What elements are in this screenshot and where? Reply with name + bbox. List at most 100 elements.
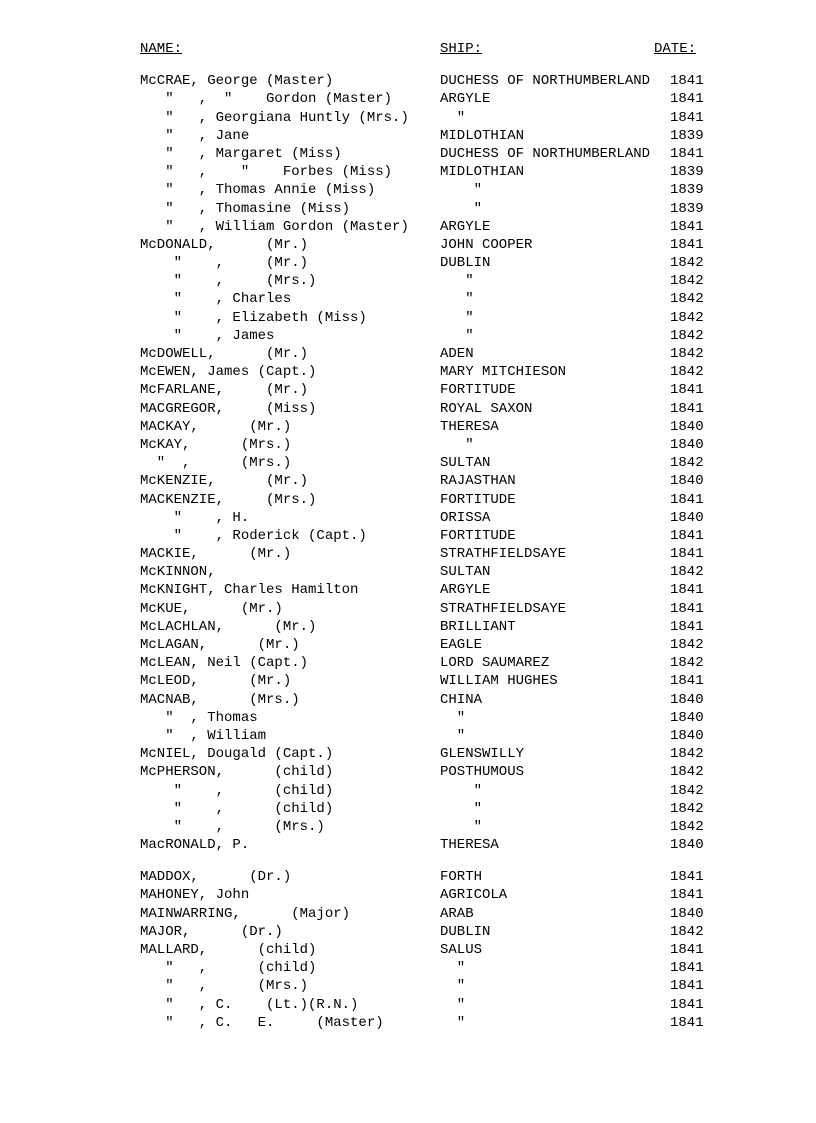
table-row: " , (Mrs.) "1841 <box>140 977 696 995</box>
name-cell: " , Thomasine (Miss) <box>140 200 440 218</box>
table-row: McCRAE, George (Master)DUCHESS OF NORTHU… <box>140 72 696 90</box>
name-cell: " , Charles <box>140 290 440 308</box>
ship-cell: " <box>440 727 670 745</box>
name-cell: " , (Mrs.) <box>140 454 440 472</box>
date-cell: 1842 <box>670 745 704 763</box>
header-row: NAME: SHIP: DATE: <box>140 40 696 58</box>
ship-cell: JOHN COOPER <box>440 236 670 254</box>
table-row: " , Thomas Annie (Miss) "1839 <box>140 181 696 199</box>
table-row: " , William "1840 <box>140 727 696 745</box>
name-cell: McKENZIE, (Mr.) <box>140 472 440 490</box>
table-row: " , Thomas "1840 <box>140 709 696 727</box>
name-cell: McKUE, (Mr.) <box>140 600 440 618</box>
date-cell: 1839 <box>670 200 704 218</box>
table-row: McLACHLAN, (Mr.)BRILLIANT1841 <box>140 618 696 636</box>
records-block-1: McCRAE, George (Master)DUCHESS OF NORTHU… <box>140 72 696 854</box>
name-cell: " , C. E. (Master) <box>140 1014 440 1032</box>
name-cell: MACKENZIE, (Mrs.) <box>140 491 440 509</box>
date-cell: 1841 <box>670 90 704 108</box>
name-cell: " , " Gordon (Master) <box>140 90 440 108</box>
name-cell: " , (Mr.) <box>140 254 440 272</box>
name-cell: " , Margaret (Miss) <box>140 145 440 163</box>
ship-cell: FORTITUDE <box>440 527 670 545</box>
ship-cell: BRILLIANT <box>440 618 670 636</box>
date-cell: 1842 <box>670 636 704 654</box>
name-cell: McLACHLAN, (Mr.) <box>140 618 440 636</box>
name-cell: MALLARD, (child) <box>140 941 440 959</box>
name-cell: " , Georgiana Huntly (Mrs.) <box>140 109 440 127</box>
table-row: " , Margaret (Miss)DUCHESS OF NORTHUMBER… <box>140 145 696 163</box>
ship-cell: " <box>440 309 670 327</box>
ship-cell: " <box>440 818 670 836</box>
name-cell: " , H. <box>140 509 440 527</box>
ship-cell: DUBLIN <box>440 923 670 941</box>
date-cell: 1840 <box>670 709 704 727</box>
table-row: MALLARD, (child)SALUS1841 <box>140 941 696 959</box>
name-cell: " , James <box>140 327 440 345</box>
table-row: McLEAN, Neil (Capt.)LORD SAUMAREZ1842 <box>140 654 696 672</box>
table-row: MacRONALD, P.THERESA1840 <box>140 836 696 854</box>
date-cell: 1841 <box>670 618 704 636</box>
date-cell: 1840 <box>670 472 704 490</box>
name-cell: McCRAE, George (Master) <box>140 72 440 90</box>
date-cell: 1842 <box>670 290 704 308</box>
ship-cell: MIDLOTHIAN <box>440 127 670 145</box>
date-cell: 1841 <box>670 1014 704 1032</box>
table-row: MAINWARRING, (Major)ARAB1840 <box>140 905 696 923</box>
date-cell: 1841 <box>670 545 704 563</box>
table-row: MADDOX, (Dr.)FORTH1841 <box>140 868 696 886</box>
name-cell: McDOWELL, (Mr.) <box>140 345 440 363</box>
date-cell: 1841 <box>670 527 704 545</box>
ship-cell: " <box>440 290 670 308</box>
table-row: McKENZIE, (Mr.)RAJASTHAN1840 <box>140 472 696 490</box>
ship-cell: FORTH <box>440 868 670 886</box>
date-cell: 1842 <box>670 763 704 781</box>
ship-cell: THERESA <box>440 418 670 436</box>
date-cell: 1841 <box>670 977 704 995</box>
name-cell: " , William Gordon (Master) <box>140 218 440 236</box>
ship-cell: " <box>440 782 670 800</box>
name-cell: " , Roderick (Capt.) <box>140 527 440 545</box>
date-cell: 1841 <box>670 109 704 127</box>
date-cell: 1841 <box>670 600 704 618</box>
name-cell: " , Thomas Annie (Miss) <box>140 181 440 199</box>
ship-cell: " <box>440 959 670 977</box>
ship-cell: ORISSA <box>440 509 670 527</box>
name-cell: McKINNON, <box>140 563 440 581</box>
date-cell: 1839 <box>670 163 704 181</box>
table-row: " , William Gordon (Master)ARGYLE1841 <box>140 218 696 236</box>
ship-cell: ARGYLE <box>440 90 670 108</box>
date-cell: 1842 <box>670 563 704 581</box>
table-row: " , (child) "1842 <box>140 782 696 800</box>
table-row: MAHONEY, JohnAGRICOLA1841 <box>140 886 696 904</box>
table-row: " , " Gordon (Master)ARGYLE1841 <box>140 90 696 108</box>
date-cell: 1839 <box>670 181 704 199</box>
table-row: " , James "1842 <box>140 327 696 345</box>
table-row: McLAGAN, (Mr.)EAGLE1842 <box>140 636 696 654</box>
name-cell: MACNAB, (Mrs.) <box>140 691 440 709</box>
ship-cell: POSTHUMOUS <box>440 763 670 781</box>
ship-cell: GLENSWILLY <box>440 745 670 763</box>
ship-cell: " <box>440 327 670 345</box>
ship-cell: LORD SAUMAREZ <box>440 654 670 672</box>
name-cell: MacRONALD, P. <box>140 836 440 854</box>
date-cell: 1842 <box>670 654 704 672</box>
table-row: " , (child) "1842 <box>140 800 696 818</box>
table-row: " , " Forbes (Miss)MIDLOTHIAN1839 <box>140 163 696 181</box>
table-row: McFARLANE, (Mr.)FORTITUDE1841 <box>140 381 696 399</box>
date-cell: 1840 <box>670 691 704 709</box>
name-cell: MAHONEY, John <box>140 886 440 904</box>
table-row: " , (Mrs.) "1842 <box>140 818 696 836</box>
name-cell: McDONALD, (Mr.) <box>140 236 440 254</box>
ship-cell: MIDLOTHIAN <box>440 163 670 181</box>
name-cell: " , (Mrs.) <box>140 977 440 995</box>
name-cell: " , " Forbes (Miss) <box>140 163 440 181</box>
date-cell: 1842 <box>670 345 704 363</box>
name-cell: " , William <box>140 727 440 745</box>
ship-cell: ROYAL SAXON <box>440 400 670 418</box>
date-cell: 1842 <box>670 800 704 818</box>
table-row: MACGREGOR, (Miss)ROYAL SAXON1841 <box>140 400 696 418</box>
ship-cell: SALUS <box>440 941 670 959</box>
ship-cell: ARGYLE <box>440 218 670 236</box>
name-cell: " , C. (Lt.)(R.N.) <box>140 996 440 1014</box>
